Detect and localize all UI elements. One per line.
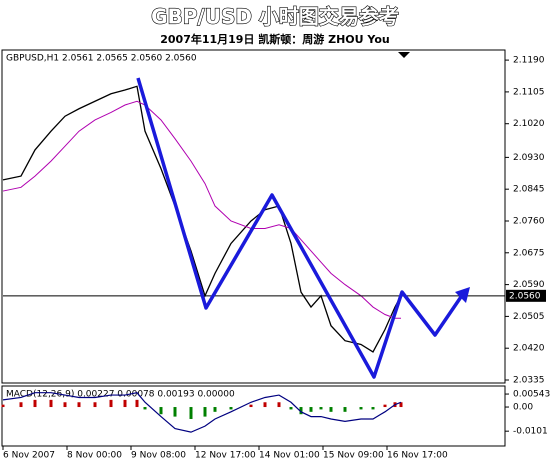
macd-bar	[109, 399, 113, 408]
y-tick-label: 2.0505	[513, 312, 545, 322]
price-panel	[1, 49, 506, 384]
last-price-label: 2.0560	[509, 291, 541, 301]
x-tick-label: 16 Nov 17:00	[387, 451, 448, 461]
y-tick-label: 2.1190	[513, 56, 545, 66]
y-tick-label: 2.0420	[513, 344, 545, 354]
macd-bar	[289, 407, 293, 410]
macd-line	[2, 392, 402, 433]
macd-bar	[203, 407, 207, 417]
price-line	[2, 100, 401, 319]
macd-bar	[249, 404, 253, 408]
macd-bar	[1, 404, 5, 408]
x-tick-label: 9 Nov 08:00	[131, 451, 186, 461]
macd-bar	[319, 407, 323, 410]
macd-bar	[359, 407, 363, 410]
last-price-box	[506, 289, 546, 302]
y-tick-label: 2.0675	[513, 248, 545, 258]
zigzag-annotation	[136, 77, 470, 379]
y-tick-label: -0.0101	[513, 427, 548, 437]
y-tick-label: 2.0760	[513, 216, 545, 226]
macd-bar	[299, 407, 303, 415]
macd-bar	[143, 407, 147, 410]
x-tick-label: 15 Nov 09:00	[323, 451, 384, 461]
macd-bar	[33, 399, 37, 408]
macd-bar	[329, 407, 333, 412]
x-tick-label: 8 Nov 00:00	[67, 451, 122, 461]
macd-bar	[135, 399, 139, 408]
zigzag-line	[136, 77, 467, 379]
x-tick-label: 14 Nov 01:00	[259, 451, 320, 461]
macd-bar	[399, 402, 403, 408]
macd-bar	[77, 402, 81, 408]
macd-bar	[123, 399, 127, 408]
y-tick-label: 2.0930	[513, 153, 545, 163]
macd-bar	[277, 402, 281, 408]
y-tick-label: 2.0335	[513, 376, 545, 386]
shift-marker	[398, 52, 410, 58]
x-tick-label: 12 Nov 17:00	[195, 451, 256, 461]
macd-bar	[229, 407, 233, 410]
price-line	[2, 85, 402, 353]
macd-bar	[189, 407, 193, 419]
macd-bar	[159, 407, 163, 415]
y-tick-label: 0.00	[513, 403, 533, 413]
macd-bar	[213, 407, 217, 412]
y-tick-label: 0.00543	[513, 390, 550, 400]
panel-label: GBPUSD,H1 2.0561 2.0565 2.0560 2.0560	[6, 54, 197, 64]
y-tick-label: 2.0590	[513, 280, 545, 290]
macd-bar	[173, 407, 177, 417]
macd-bar	[263, 402, 267, 408]
y-tick-label: 2.1020	[513, 119, 545, 129]
macd-bar	[49, 399, 53, 408]
x-tick-label: 6 Nov 2007	[3, 451, 55, 461]
macd-panel	[1, 385, 506, 447]
macd-bar	[93, 402, 97, 408]
macd-bar	[19, 402, 23, 408]
y-tick-label: 2.0845	[513, 185, 545, 195]
macd-bar	[309, 407, 313, 412]
arrow-head	[455, 287, 470, 303]
subtitle: 2007年11月19日 凯斯顿：周游 ZHOU You	[160, 32, 390, 46]
macd-bar	[63, 402, 67, 408]
macd-bar	[383, 404, 387, 408]
y-tick-label: 2.1105	[513, 87, 545, 97]
macd-bar	[343, 407, 347, 412]
chart-title: GBP/USD 小时图交易参考	[151, 5, 399, 29]
macd-bar	[371, 407, 375, 410]
